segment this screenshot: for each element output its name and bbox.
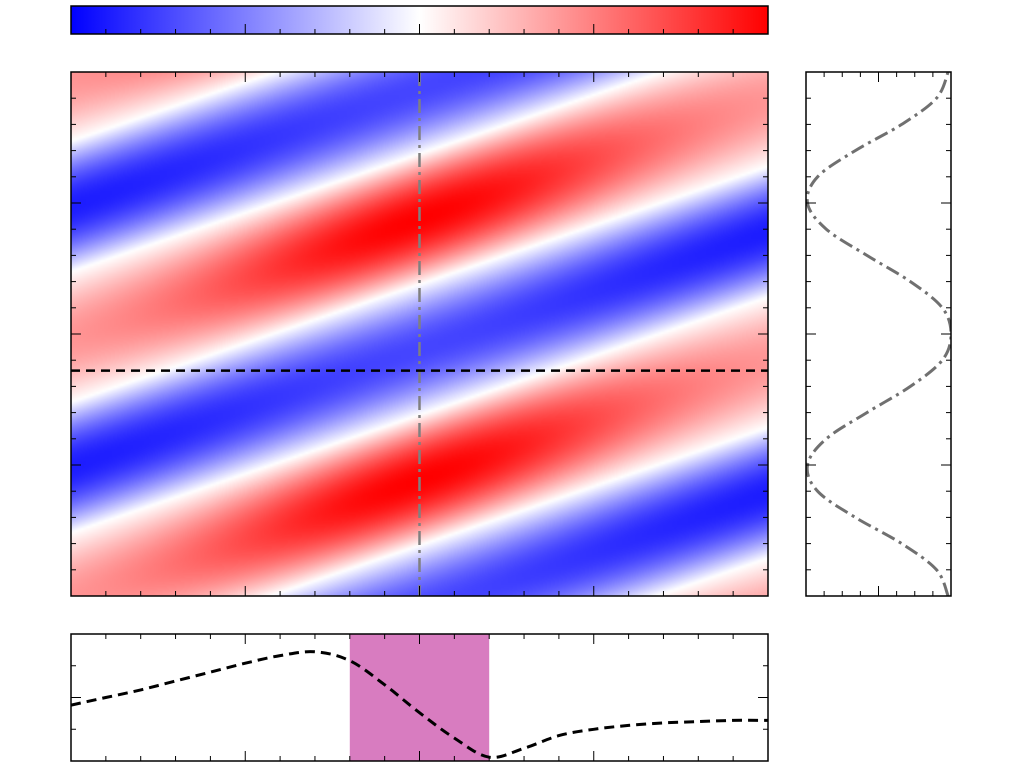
side-profile-line	[806, 72, 951, 596]
colorbar-ticks	[105, 24, 734, 34]
bottom-profile-ticks	[71, 634, 768, 761]
main-map-ticks	[71, 72, 768, 596]
side-profile-ticks	[806, 72, 951, 596]
highlight-band	[349, 634, 490, 761]
side-profile-frame	[805, 71, 952, 597]
main-map-panel	[70, 71, 769, 597]
colorbar	[70, 5, 769, 35]
main-map-frame	[70, 71, 769, 597]
bottom-profile-panel	[70, 633, 769, 762]
bottom-profile-line	[71, 650, 768, 759]
side-profile-panel	[805, 71, 952, 597]
bottom-profile-frame	[70, 633, 769, 762]
colorbar-frame	[70, 5, 769, 35]
